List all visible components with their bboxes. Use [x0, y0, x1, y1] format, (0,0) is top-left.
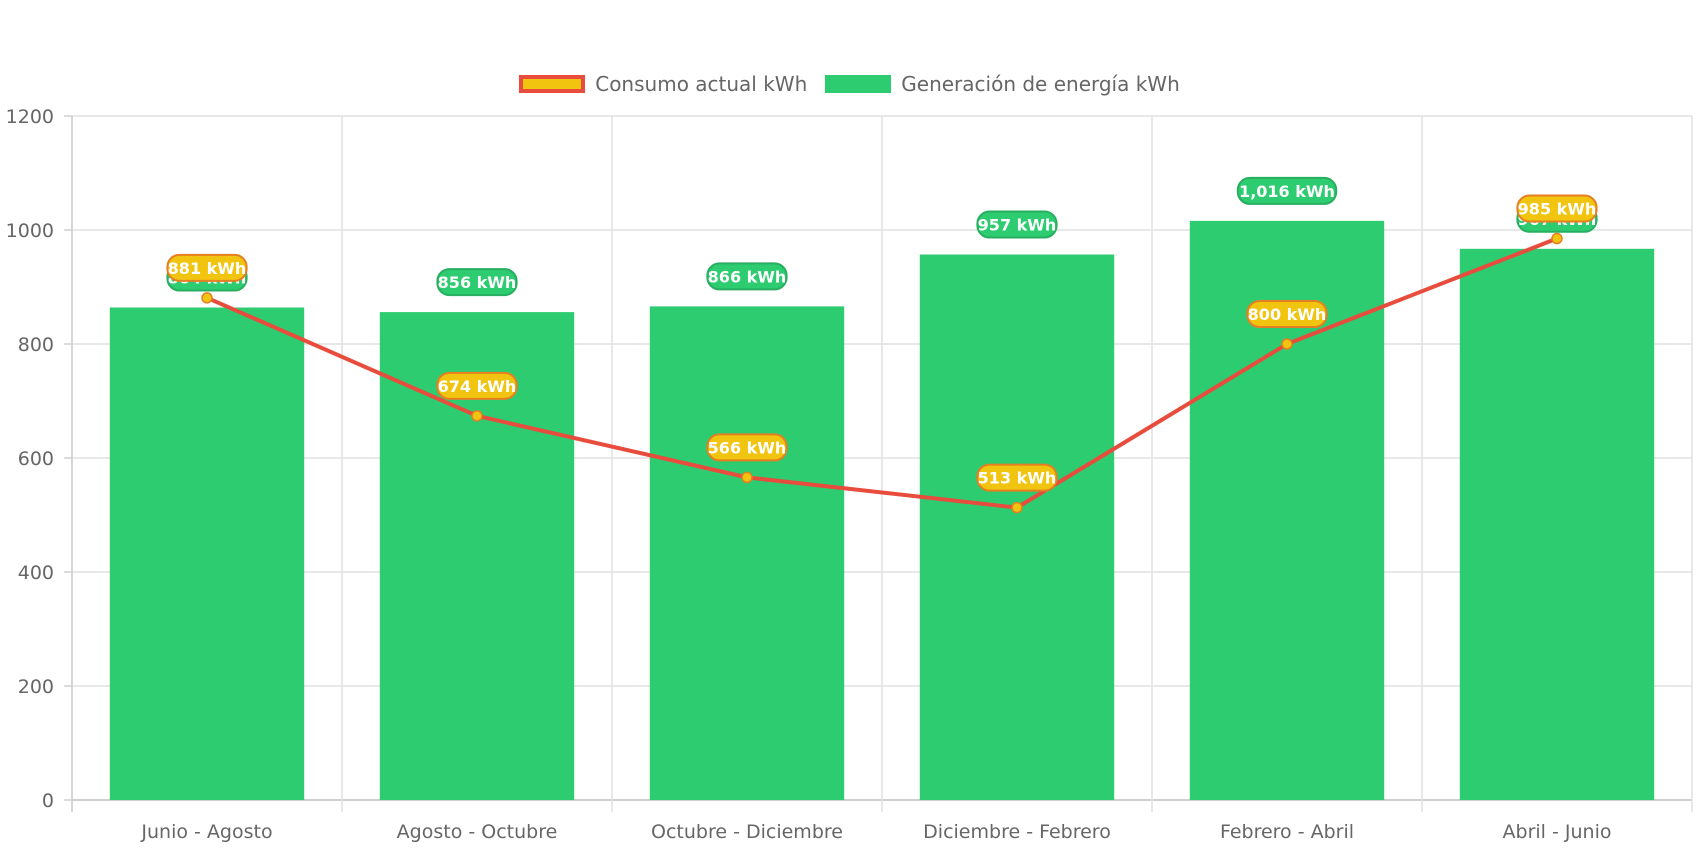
y-tick-label: 200 — [18, 676, 54, 698]
legend-swatch-generacion — [825, 75, 892, 93]
data-label-bg — [1246, 300, 1328, 328]
data-label-bg — [1236, 176, 1338, 205]
data-label-bg — [976, 210, 1058, 239]
data-label-bg — [436, 371, 518, 400]
legend-item-consumo[interactable]: Consumo actual kWh — [519, 72, 807, 96]
line-data-labels: 881 kWh 674 kWh 566 kWh 513 kWh 800 kWh 985 k… — [166, 194, 1598, 492]
y-tick-label: 400 — [18, 562, 54, 584]
line-data-label: 881 kWh — [166, 253, 248, 282]
y-tick-label: 0 — [42, 790, 54, 812]
data-label-text: 674 kWh — [438, 377, 517, 396]
data-label-bg — [706, 262, 788, 291]
data-label-text: 957 kWh — [978, 216, 1057, 235]
y-tick-label: 800 — [18, 334, 54, 356]
y-tick-label: 600 — [18, 448, 54, 470]
data-label-bg — [706, 433, 788, 462]
line-point — [471, 410, 483, 422]
x-tick-label: Febrero - Abril — [1220, 821, 1354, 843]
line-point — [741, 471, 753, 484]
line-data-label: 513 kWh — [976, 463, 1058, 492]
x-axis: Junio - Agosto Agosto - Octubre Octubre - … — [140, 821, 1611, 843]
data-label-text: 856 kWh — [438, 273, 517, 292]
grid — [71, 115, 1693, 812]
line-point — [1551, 232, 1563, 245]
legend-item-generacion[interactable]: Generación de energía kWh — [825, 72, 1180, 96]
data-label-bg — [436, 268, 518, 297]
data-label-text: 566 kWh — [708, 438, 787, 457]
consumo-line — [206, 236, 1558, 510]
line-data-label: 566 kWh — [706, 433, 788, 462]
data-label-bg — [976, 463, 1058, 492]
x-tick-label: Abril - Junio — [1503, 821, 1612, 843]
bar-data-label: 957 kWh — [976, 210, 1058, 239]
data-label-text: 881 kWh — [168, 259, 247, 278]
bar — [919, 254, 1115, 800]
line-data-label: 800 kWh — [1246, 300, 1328, 328]
data-label-text: 866 kWh — [708, 267, 787, 286]
x-tick-label: Octubre - Diciembre — [651, 821, 843, 843]
legend-label-consumo: Consumo actual kWh — [595, 72, 808, 96]
y-axis: 0 200 400 600 800 1000 1200 — [6, 106, 72, 812]
data-label-text: 513 kWh — [978, 469, 1057, 488]
line-point — [201, 292, 213, 304]
line-point — [1011, 501, 1023, 514]
bar-data-label: 866 kWh — [706, 262, 788, 291]
line-data-label: 674 kWh — [436, 371, 518, 400]
bar-data-label: 856 kWh — [436, 268, 518, 297]
bar — [649, 306, 845, 800]
bar-data-label: 1,016 kWh — [1236, 176, 1338, 205]
data-label-bg — [1516, 194, 1598, 223]
legend: Consumo actual kWh Generación de energía… — [0, 72, 1699, 96]
data-label-bg — [166, 253, 248, 282]
y-tick-label: 1200 — [6, 106, 54, 128]
x-tick-label: Junio - Agosto — [140, 821, 272, 843]
data-label-text: 1,016 kWh — [1239, 182, 1335, 201]
data-label-text: 800 kWh — [1248, 305, 1327, 324]
bar — [109, 307, 305, 800]
line-series-consumo — [201, 232, 1563, 514]
legend-swatch-consumo — [519, 75, 586, 93]
line-point — [1281, 338, 1293, 350]
data-label-text: 985 kWh — [1518, 200, 1597, 219]
legend-label-generacion: Generación de energía kWh — [901, 72, 1180, 96]
bar — [1459, 248, 1655, 800]
line-data-label: 985 kWh — [1516, 194, 1598, 223]
y-tick-label: 1000 — [6, 220, 54, 242]
x-tick-label: Agosto - Octubre — [397, 821, 558, 843]
x-tick-label: Diciembre - Febrero — [923, 821, 1111, 843]
